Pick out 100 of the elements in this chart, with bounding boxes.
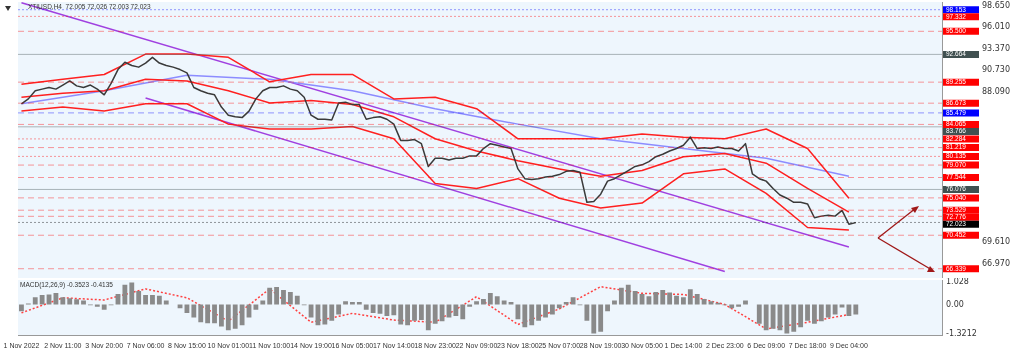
y-tick-label: 93.370 bbox=[982, 43, 1010, 53]
bar bbox=[67, 298, 73, 305]
bar bbox=[163, 300, 169, 305]
bar bbox=[618, 287, 624, 305]
bar bbox=[281, 290, 286, 305]
bar bbox=[150, 295, 155, 305]
bar bbox=[294, 295, 300, 305]
bar bbox=[846, 304, 852, 317]
bar bbox=[94, 304, 100, 307]
bar bbox=[453, 304, 459, 317]
bar bbox=[481, 298, 486, 305]
bar bbox=[674, 295, 679, 305]
bar bbox=[494, 296, 500, 305]
bar bbox=[219, 304, 224, 327]
bar bbox=[522, 304, 528, 328]
bar bbox=[687, 289, 693, 305]
bar bbox=[632, 290, 638, 305]
bar bbox=[529, 304, 535, 326]
y-tick-label: 98.650 bbox=[982, 0, 1010, 10]
y-tick-label: 0.00 bbox=[946, 299, 964, 309]
bar bbox=[391, 304, 397, 316]
bar bbox=[363, 304, 369, 310]
y-tick-label: 1.028 bbox=[946, 276, 969, 286]
y-tick-label: -1.3212 bbox=[946, 328, 977, 338]
bar bbox=[418, 304, 424, 321]
bar bbox=[660, 290, 666, 305]
bar bbox=[384, 304, 390, 317]
bar bbox=[584, 304, 590, 321]
bar bbox=[805, 304, 810, 321]
y-tick-label: 69.610 bbox=[982, 237, 1010, 247]
bar bbox=[832, 304, 838, 315]
bar bbox=[605, 304, 610, 312]
bar bbox=[343, 301, 348, 305]
bar bbox=[812, 304, 817, 324]
bar bbox=[287, 292, 293, 305]
bar bbox=[412, 304, 417, 321]
bar bbox=[329, 304, 335, 321]
bar bbox=[818, 304, 824, 322]
bar bbox=[101, 304, 107, 310]
bar bbox=[370, 304, 376, 313]
bar bbox=[667, 292, 673, 305]
bar bbox=[260, 300, 266, 305]
bar bbox=[156, 295, 162, 305]
bar bbox=[556, 304, 562, 309]
bar bbox=[536, 304, 542, 321]
bar bbox=[122, 284, 128, 305]
bar bbox=[432, 304, 438, 324]
bar bbox=[653, 292, 659, 305]
bar bbox=[239, 304, 245, 326]
bar bbox=[460, 304, 466, 320]
bar bbox=[205, 304, 211, 324]
y-tick-label: 66.970 bbox=[982, 258, 1010, 268]
bar bbox=[756, 304, 762, 324]
bar bbox=[570, 297, 576, 305]
y-tick-label: 88.090 bbox=[982, 86, 1010, 96]
bar bbox=[853, 304, 859, 315]
bar bbox=[191, 304, 197, 318]
bar bbox=[736, 304, 741, 307]
bar bbox=[694, 294, 700, 305]
bar bbox=[681, 297, 686, 305]
bar bbox=[19, 304, 24, 312]
bar bbox=[825, 304, 831, 318]
bar bbox=[39, 295, 45, 305]
bar bbox=[405, 304, 411, 326]
y-tick-label: 96.010 bbox=[982, 22, 1010, 32]
bar bbox=[81, 300, 86, 305]
bar bbox=[267, 287, 273, 305]
bar bbox=[598, 304, 604, 332]
bar bbox=[729, 304, 735, 309]
bar bbox=[474, 301, 479, 305]
bar bbox=[129, 282, 135, 305]
bar bbox=[232, 304, 238, 329]
y-tick-label: 90.730 bbox=[982, 65, 1010, 75]
bar bbox=[322, 304, 328, 325]
bar bbox=[743, 300, 748, 305]
bar bbox=[143, 295, 148, 305]
bar bbox=[791, 304, 797, 332]
bar bbox=[136, 290, 142, 305]
bar bbox=[212, 304, 217, 324]
bar bbox=[467, 304, 473, 307]
bar bbox=[225, 304, 231, 331]
bar bbox=[60, 297, 66, 305]
bar bbox=[425, 304, 431, 331]
bar bbox=[198, 304, 204, 323]
bar bbox=[701, 298, 707, 305]
bar bbox=[32, 297, 38, 305]
bar bbox=[74, 299, 80, 305]
bar bbox=[763, 304, 769, 331]
bar bbox=[487, 293, 493, 305]
bar bbox=[336, 304, 342, 315]
bar bbox=[549, 304, 555, 315]
bar bbox=[612, 300, 617, 305]
bar bbox=[798, 304, 804, 328]
bar bbox=[543, 304, 548, 318]
bar bbox=[253, 304, 259, 310]
bar bbox=[784, 304, 790, 334]
bar bbox=[501, 300, 507, 305]
bar bbox=[839, 304, 845, 308]
bar bbox=[591, 304, 597, 334]
bar bbox=[398, 304, 404, 325]
